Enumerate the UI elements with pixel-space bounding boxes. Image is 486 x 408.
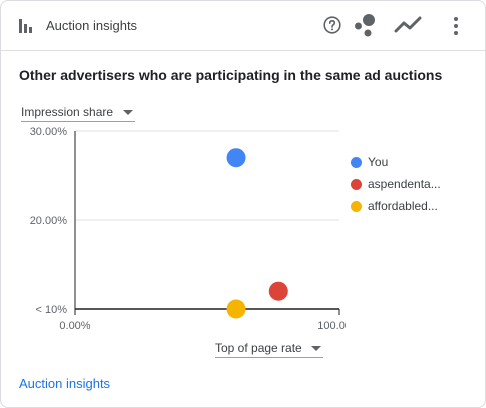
legend-label: aspendenta... [368,177,441,191]
legend-swatch [351,200,362,212]
x-tick-label: 100.00% [317,320,346,332]
scatter-chart: 30.00% 20.00% < 10% 0.00% 100.00% [30,126,346,332]
chart-legend: You aspendenta... affordabled... [351,151,441,217]
legend-label: affordabled... [368,199,438,213]
data-point [268,281,288,301]
y-metric-label: Impression share [21,105,114,119]
legend-label: You [368,155,389,169]
bar-chart-icon [19,19,32,33]
chevron-down-icon [311,346,321,351]
chart-subtitle: Other advertisers who are participating … [19,67,443,83]
y-tick-label: 30.00% [30,126,68,138]
legend-swatch [351,178,362,190]
help-icon[interactable] [323,16,341,34]
legend-item: affordabled... [351,195,441,217]
data-point [226,148,246,168]
x-metric-label: Top of page rate [215,341,302,355]
legend-item: aspendenta... [351,173,441,195]
x-metric-dropdown[interactable]: Top of page rate [215,341,323,358]
trend-icon[interactable] [394,16,422,34]
x-tick-label: 0.00% [59,320,90,332]
y-tick-label: 20.00% [30,215,68,227]
auction-insights-link[interactable]: Auction insights [19,376,111,391]
card-header: Auction insights [1,1,485,51]
card-title: Auction insights [46,18,138,33]
more-vert-icon[interactable] [452,16,460,36]
legend-item: You [351,151,441,173]
data-point [226,299,246,319]
chevron-down-icon [123,110,133,115]
legend-swatch [351,156,362,168]
scatter-icon[interactable] [353,13,377,37]
y-tick-label: < 10% [36,304,68,316]
y-metric-dropdown[interactable]: Impression share [21,105,135,122]
